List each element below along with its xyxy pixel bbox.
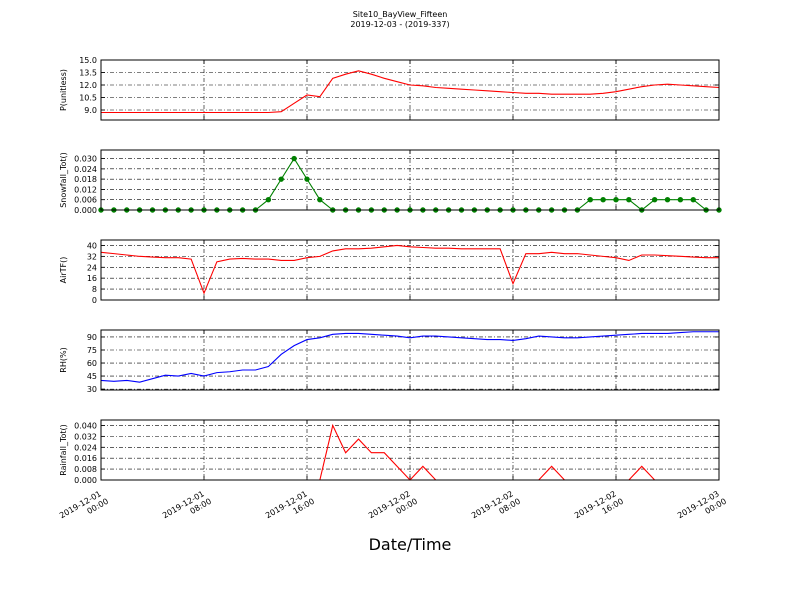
plot-frame xyxy=(100,149,720,211)
data-point xyxy=(613,197,619,203)
y-tick-label: 0.024 xyxy=(74,165,97,174)
y-tick-label: 0.030 xyxy=(74,155,97,164)
plot-frame xyxy=(100,419,720,481)
y-tick-label: 0.016 xyxy=(74,454,97,463)
y-axis-label: P(unitless) xyxy=(59,69,68,111)
data-line xyxy=(100,244,719,295)
panel: 0 8 16 24 32 40 AirTF() xyxy=(59,239,720,305)
y-tick-label: 0.006 xyxy=(74,196,97,205)
panel: 9.0 10.5 12.0 13.5 15.0 P(unitless) xyxy=(59,56,720,121)
y-tick-label: 0.008 xyxy=(74,465,97,474)
y-tick-label: 0.012 xyxy=(74,185,97,194)
y-tick-label: 9.0 xyxy=(84,106,97,115)
y-tick-label: 8 xyxy=(92,285,97,294)
y-tick-label: 32 xyxy=(87,252,97,261)
data-point xyxy=(291,155,297,162)
y-tick-label: 16 xyxy=(87,274,97,283)
data-point xyxy=(651,197,658,203)
data-point xyxy=(304,176,310,182)
data-point xyxy=(265,197,272,203)
y-axis-label: AirTF() xyxy=(59,257,68,284)
y-tick-label: 0 xyxy=(92,296,97,305)
y-tick-label: 24 xyxy=(87,263,97,272)
data-point xyxy=(317,197,323,203)
y-tick-label: 12.0 xyxy=(79,81,97,90)
y-tick-label: 0.024 xyxy=(74,443,97,452)
y-axis-label: Snowfall_Tot() xyxy=(59,152,68,208)
plot-frame xyxy=(100,239,720,301)
y-tick-label: 0.018 xyxy=(74,175,97,184)
data-point xyxy=(587,197,593,203)
y-tick-label: 45 xyxy=(87,372,97,381)
figure-title: Site10_BayView_Fifteen xyxy=(353,10,448,19)
y-tick-label: 40 xyxy=(87,241,97,250)
data-point xyxy=(600,197,606,203)
plot-frame xyxy=(100,329,720,391)
data-point xyxy=(626,197,632,203)
figure-subtitle: 2019-12-03 - (2019-337) xyxy=(350,20,449,29)
y-tick-label: 0.000 xyxy=(74,206,97,215)
data-line xyxy=(100,331,719,383)
y-axis-label: Rainfall_Tot() xyxy=(59,424,68,476)
y-tick-label: 0.000 xyxy=(74,476,97,485)
data-line xyxy=(101,70,720,114)
y-tick-label: 0.040 xyxy=(74,421,97,430)
y-tick-label: 0.032 xyxy=(74,432,97,441)
y-tick-label: 30 xyxy=(87,385,97,394)
y-tick-label: 90 xyxy=(87,333,97,342)
data-point xyxy=(690,197,696,203)
x-axis-label: Date/Time xyxy=(369,535,452,554)
y-tick-label: 75 xyxy=(87,346,97,355)
panel: 30 45 60 75 90 RH(%) xyxy=(59,329,720,394)
y-axis-label: RH(%) xyxy=(59,347,68,372)
data-point xyxy=(278,176,284,182)
y-tick-label: 10.5 xyxy=(79,94,97,103)
data-point xyxy=(677,197,684,203)
data-point xyxy=(664,197,671,203)
y-tick-label: 15.0 xyxy=(79,56,97,65)
y-tick-label: 60 xyxy=(87,359,97,368)
y-tick-label: 13.5 xyxy=(79,69,97,78)
plot-frame xyxy=(100,59,720,121)
